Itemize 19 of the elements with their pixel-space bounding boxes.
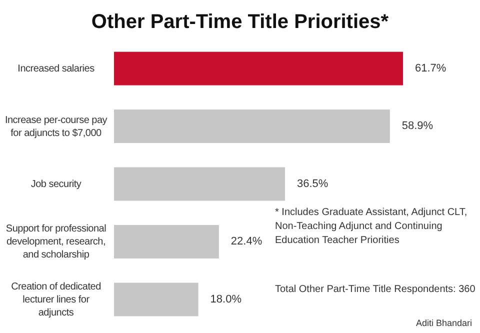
bar — [114, 224, 219, 258]
bar — [114, 167, 285, 201]
bar — [114, 52, 403, 86]
y-tick-label: Creation of dedicated lecturer lines for adjuncts — [11, 281, 101, 318]
y-tick-label: Support for professional development, research, and scholarship — [6, 223, 106, 260]
bar — [114, 110, 390, 144]
y-tick-label: Job security — [30, 178, 82, 190]
annotation: * Includes Graduate Assistant, Adjunct CLT, Non-Teaching Adjunct and Continuing Education Teacher Priorities — [275, 207, 468, 246]
data-label: 58.9% — [402, 120, 434, 132]
data-label: 22.4% — [230, 236, 262, 248]
data-label: 61.7% — [415, 62, 446, 74]
chart-title: Other Part-Time Title Priorities* — [91, 11, 389, 33]
bar — [114, 282, 198, 316]
y-tick-label: Increase per-course pay for adjuncts to $7,000 — [4, 114, 108, 138]
y-tick-label: Increased salaries — [18, 63, 95, 74]
annotation: Total Other Part-Time Title Respondents: 360 — [275, 284, 476, 295]
data-label: 36.5% — [296, 178, 328, 190]
data-label: 18.0% — [210, 293, 242, 306]
text: Aditi Bhandari — [416, 318, 472, 328]
